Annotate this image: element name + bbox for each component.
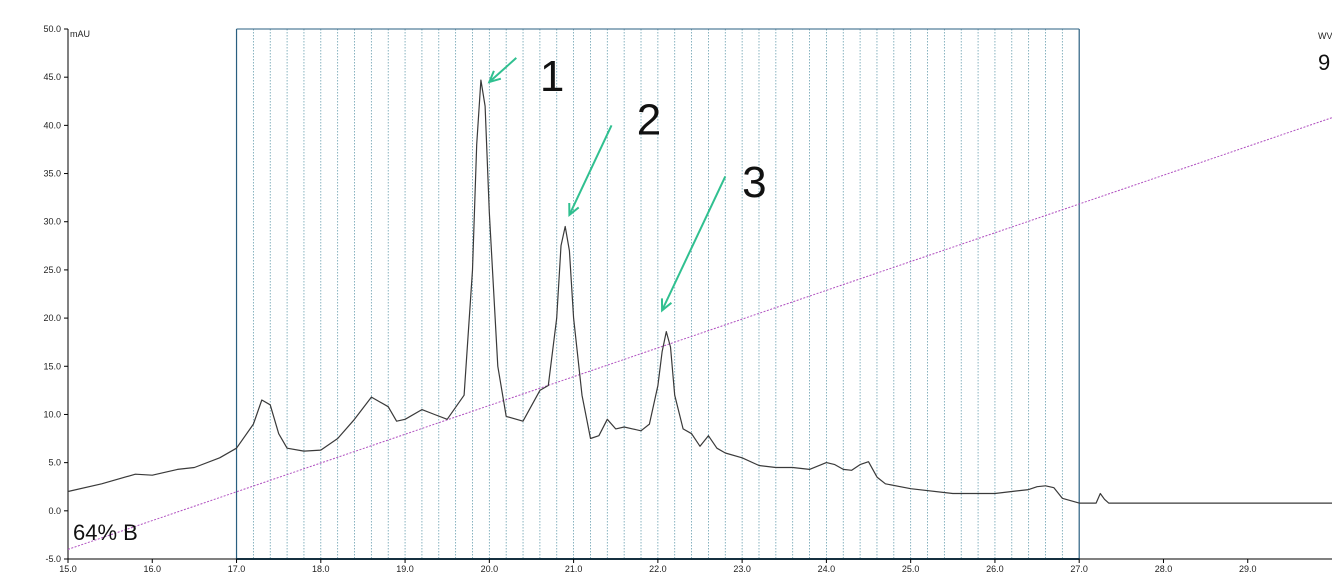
x-tick-label: 29.0 [1239, 564, 1257, 572]
y-tick-label: 30.0 [43, 217, 61, 227]
x-tick-label: 15.0 [59, 564, 77, 572]
x-tick-label: 26.0 [986, 564, 1004, 572]
gradient-label: 64% B [73, 520, 138, 545]
y-tick-label: 5.0 [48, 458, 61, 468]
x-axis: 15.0 16.0 17.0 18.0 19.0 20.0 21.0 22.0 23.0 24.0… [59, 558, 1332, 572]
x-tick-label: 22.0 [649, 564, 667, 572]
x-tick-label: 18.0 [312, 564, 330, 572]
y-tick-label: 20.0 [43, 313, 61, 323]
x-tick-label: 28.0 [1155, 564, 1173, 572]
y-tick-label: 10.0 [43, 409, 61, 419]
y-tick-label: 35.0 [43, 169, 61, 179]
peak-number-label: 3 [742, 158, 766, 207]
annotation-arrowhead [487, 70, 502, 84]
annotation-arrowhead [660, 298, 673, 313]
annotation-arrow [488, 57, 517, 83]
x-tick-label: 27.0 [1070, 564, 1088, 572]
gradient-series-line [67, 117, 1332, 550]
y-tick-label: 40.0 [43, 120, 61, 130]
y-tick-label: 0.0 [48, 506, 61, 516]
y-tick-label: -5.0 [45, 554, 61, 564]
y-tick-label: 45.0 [43, 72, 61, 82]
x-tick-label: 24.0 [818, 564, 836, 572]
annotation-arrowhead [568, 202, 580, 218]
y-tick-label: 15.0 [43, 361, 61, 371]
x-tick-label: 19.0 [396, 564, 414, 572]
annotation-arrow [568, 124, 613, 216]
x-tick-label: 16.0 [144, 564, 162, 572]
right-value-text: 9 [1318, 50, 1331, 75]
x-tick-label: 21.0 [565, 564, 583, 572]
chromatogram-trace [67, 79, 1332, 504]
y-axis: -5.0 0.0 5.0 10.0 15.0 20.0 25.0 30.0 35.0 40.0 45… [43, 24, 69, 564]
trace-series-line [67, 79, 1332, 504]
gradient-line [67, 117, 1332, 550]
x-tick-label: 17.0 [228, 564, 246, 572]
peak-number-label: 2 [637, 96, 661, 145]
x-tick-label: 25.0 [902, 564, 920, 572]
y-tick-label: 25.0 [43, 265, 61, 275]
right-axis-label: WV [1318, 31, 1332, 41]
fraction-markers [235, 28, 1080, 560]
peak-number-label: 1 [540, 52, 564, 101]
peak-annotations: 1 2 3 [487, 52, 767, 313]
y-axis-unit-label: mAU [70, 29, 90, 39]
x-tick-label: 23.0 [733, 564, 751, 572]
x-tick-label: 20.0 [481, 564, 499, 572]
annotation-arrow [661, 176, 727, 311]
y-tick-label: 50.0 [43, 24, 61, 34]
